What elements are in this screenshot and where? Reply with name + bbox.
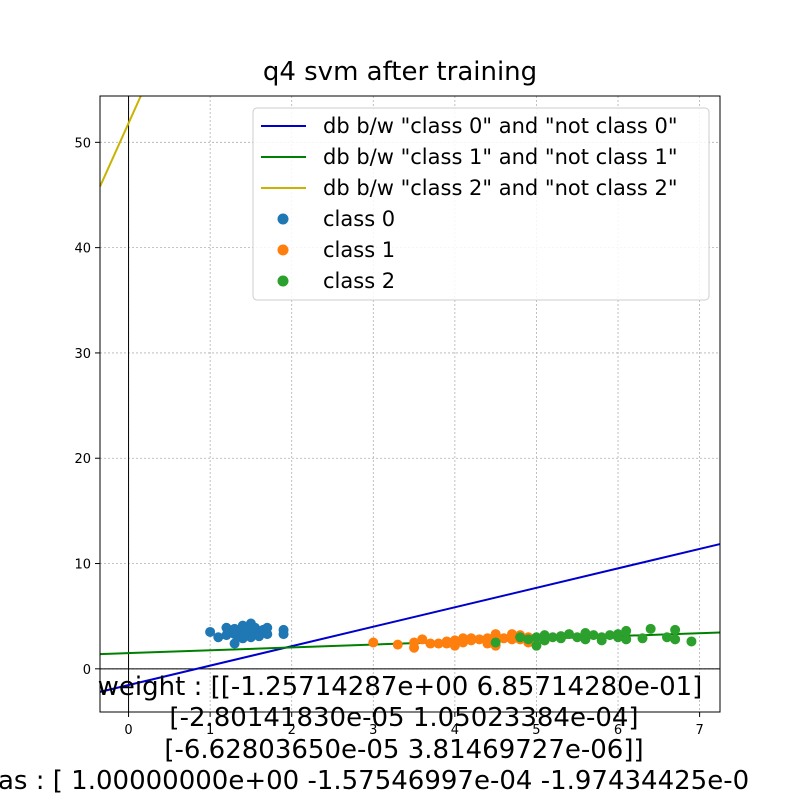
legend-label: db b/w "class 1" and "not class 1" [323, 145, 678, 169]
point-class-2 [621, 625, 632, 636]
x-tick-label: 2 [288, 723, 296, 738]
axis-ticks: 0 1 2 3 4 5 6 7 0 10 20 30 40 50 [74, 136, 703, 738]
point-class-0 [262, 622, 273, 633]
x-tick-label: 1 [206, 723, 214, 738]
chart-title: q4 svm after training [263, 57, 537, 87]
annotation-line-2: [-2.80141830e-05 1.05023384e-04] [169, 703, 638, 733]
point-class-2 [531, 632, 542, 643]
annotation-line-4: as : [ 1.00000000e+00 -1.57546997e-04 -1… [0, 766, 749, 796]
x-tick-label: 7 [695, 723, 703, 738]
point-class-1 [449, 640, 460, 651]
legend-point-marker [277, 275, 289, 287]
point-class-2 [539, 630, 550, 641]
x-tick-label: 0 [124, 723, 132, 738]
legend-label: db b/w "class 2" and "not class 2" [323, 176, 678, 200]
point-class-1 [392, 639, 403, 650]
point-class-2 [670, 634, 681, 645]
scatter-points [205, 618, 697, 653]
point-class-0 [205, 626, 216, 637]
boundary-line-0 [99, 543, 721, 693]
annotation-line-1: weight : [[-1.25714287e+00 6.85714280e-0… [98, 672, 703, 702]
point-class-0 [213, 632, 224, 643]
point-class-2 [580, 628, 591, 639]
y-tick-label: 30 [74, 347, 91, 362]
legend-label: class 1 [323, 238, 395, 262]
point-class-1 [498, 633, 509, 644]
legend-box [252, 107, 710, 301]
point-class-1 [433, 638, 444, 649]
legend-label: class 0 [323, 207, 395, 231]
annotation-line-3: [-6.62803650e-05 3.81469727e-06]] [164, 735, 643, 765]
point-class-2 [531, 640, 542, 651]
legend-point-marker [277, 244, 289, 256]
point-class-2 [621, 634, 632, 645]
point-class-0 [229, 623, 240, 634]
point-class-1 [425, 638, 436, 649]
point-class-2 [572, 632, 583, 643]
point-class-0 [229, 638, 240, 649]
point-class-2 [637, 633, 648, 644]
y-tick-label: 10 [74, 558, 91, 573]
x-tick-label: 5 [532, 723, 540, 738]
point-class-2 [588, 630, 599, 641]
x-tick-label: 4 [451, 723, 459, 738]
point-class-1 [482, 638, 493, 649]
point-class-0 [278, 629, 289, 640]
boundary-line-2 [99, 95, 142, 187]
plot-frame [99, 95, 721, 713]
point-class-1 [417, 634, 428, 645]
y-tick-label: 0 [83, 663, 91, 678]
point-class-2 [490, 637, 501, 648]
point-class-1 [368, 637, 379, 648]
legend: db b/w "class 0" and "not class 0" db b/w… [252, 107, 710, 301]
x-tick-label: 3 [369, 723, 377, 738]
legend-point-marker [277, 213, 289, 225]
weights-annotation: weight : [[-1.25714287e+00 6.85714280e-0… [0, 672, 749, 796]
legend-label: class 2 [323, 269, 395, 293]
y-tick-label: 20 [74, 452, 91, 467]
point-class-2 [596, 632, 607, 643]
point-class-2 [523, 634, 534, 645]
point-class-1 [441, 638, 452, 649]
y-tick-label: 50 [74, 136, 91, 151]
point-class-2 [613, 629, 624, 640]
legend-label: db b/w "class 0" and "not class 0" [323, 114, 678, 138]
point-class-1 [458, 637, 469, 648]
x-tick-label: 6 [614, 723, 622, 738]
point-class-2 [547, 632, 558, 643]
point-class-2 [604, 630, 615, 641]
point-class-1 [474, 634, 485, 645]
point-class-2 [645, 623, 656, 634]
point-class-2 [661, 632, 672, 643]
point-class-0 [245, 632, 256, 643]
point-class-2 [686, 636, 697, 647]
point-class-2 [670, 624, 681, 635]
point-class-1 [506, 629, 517, 640]
point-class-2 [564, 629, 575, 640]
point-class-1 [409, 637, 420, 648]
gridlines [100, 96, 720, 712]
point-class-1 [466, 633, 477, 644]
y-tick-label: 40 [74, 242, 91, 257]
point-class-2 [515, 632, 526, 643]
point-class-2 [555, 631, 566, 642]
